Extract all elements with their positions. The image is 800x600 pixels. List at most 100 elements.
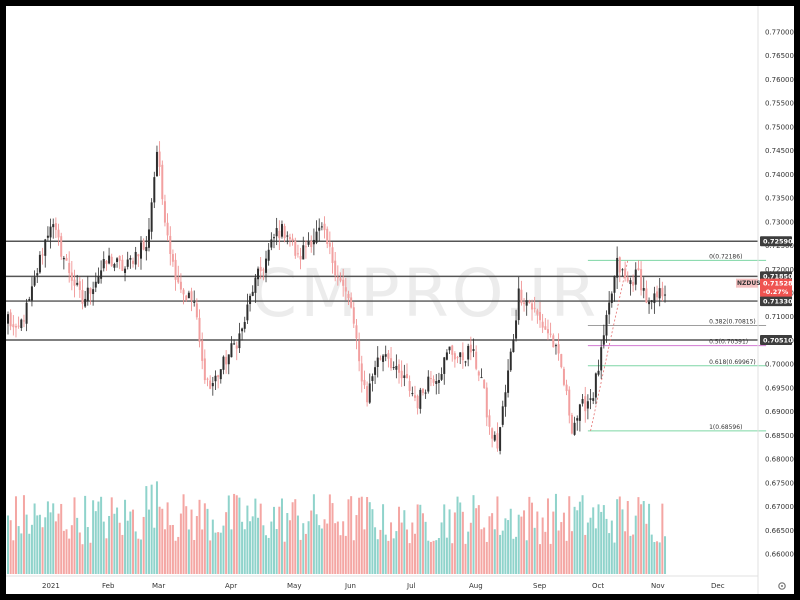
candle[interactable]	[320, 222, 323, 231]
candle[interactable]	[496, 422, 499, 452]
candle-body[interactable]	[568, 389, 571, 416]
candle-body[interactable]	[187, 292, 190, 299]
candle[interactable]	[254, 273, 257, 303]
candle[interactable]	[315, 220, 318, 245]
candle[interactable]	[177, 265, 180, 284]
candle-body[interactable]	[206, 378, 209, 380]
candle[interactable]	[57, 223, 60, 246]
candle[interactable]	[541, 313, 544, 333]
candle-body[interactable]	[453, 353, 456, 360]
candle[interactable]	[493, 431, 496, 442]
candle[interactable]	[76, 274, 79, 287]
candle[interactable]	[312, 228, 315, 256]
candle[interactable]	[92, 281, 95, 306]
candle[interactable]	[20, 318, 23, 331]
candle[interactable]	[233, 339, 236, 345]
candle-body[interactable]	[533, 307, 536, 309]
candle-body[interactable]	[642, 288, 645, 291]
candle[interactable]	[453, 351, 456, 368]
candle-body[interactable]	[581, 399, 584, 404]
candle-body[interactable]	[9, 312, 12, 327]
candle-body[interactable]	[278, 230, 281, 239]
candle-body[interactable]	[97, 276, 100, 284]
candle-body[interactable]	[65, 257, 68, 261]
candle[interactable]	[174, 253, 177, 291]
candle-body[interactable]	[589, 398, 592, 400]
candle-body[interactable]	[504, 392, 507, 407]
candle[interactable]	[637, 260, 640, 271]
candle[interactable]	[403, 364, 406, 387]
candle[interactable]	[299, 247, 302, 270]
candle-body[interactable]	[419, 389, 422, 409]
candle[interactable]	[81, 279, 84, 310]
candle[interactable]	[413, 385, 416, 402]
candle-body[interactable]	[132, 260, 135, 264]
candle[interactable]	[201, 332, 204, 370]
candle-body[interactable]	[520, 289, 523, 304]
candle[interactable]	[429, 371, 432, 387]
candle-body[interactable]	[608, 302, 611, 315]
candle-body[interactable]	[658, 288, 661, 299]
candle[interactable]	[488, 409, 491, 435]
candle-body[interactable]	[225, 356, 228, 365]
candle[interactable]	[33, 270, 36, 287]
candle[interactable]	[432, 375, 435, 387]
candle-body[interactable]	[230, 343, 233, 358]
candle-body[interactable]	[523, 302, 526, 304]
candle-body[interactable]	[485, 387, 488, 418]
candle-body[interactable]	[14, 326, 17, 328]
candle-body[interactable]	[105, 261, 108, 264]
candle[interactable]	[265, 250, 268, 283]
candle[interactable]	[645, 280, 648, 304]
candle-body[interactable]	[395, 365, 398, 370]
candle-body[interactable]	[44, 239, 47, 256]
candle-body[interactable]	[629, 280, 632, 285]
candle[interactable]	[501, 400, 504, 428]
candle-body[interactable]	[238, 333, 241, 349]
candle[interactable]	[392, 361, 395, 371]
candle-body[interactable]	[371, 376, 374, 382]
candle-body[interactable]	[339, 278, 342, 281]
candle-body[interactable]	[214, 375, 217, 382]
candle-body[interactable]	[7, 314, 9, 324]
candle[interactable]	[366, 381, 369, 407]
candle-body[interactable]	[531, 303, 534, 310]
candle-body[interactable]	[60, 236, 63, 257]
candle-body[interactable]	[326, 228, 329, 245]
candle-body[interactable]	[578, 404, 581, 421]
candle-body[interactable]	[158, 151, 161, 167]
candle-body[interactable]	[459, 352, 462, 358]
candle[interactable]	[222, 355, 225, 375]
candle-body[interactable]	[46, 235, 49, 238]
candle-body[interactable]	[363, 379, 366, 386]
candle[interactable]	[440, 367, 443, 382]
candle[interactable]	[78, 276, 81, 298]
candle-body[interactable]	[634, 269, 637, 285]
candle-body[interactable]	[632, 281, 635, 286]
candle[interactable]	[589, 389, 592, 410]
candle[interactable]	[406, 363, 408, 379]
candle-body[interactable]	[33, 277, 36, 286]
candle-body[interactable]	[440, 374, 443, 380]
candle-body[interactable]	[134, 251, 137, 265]
candle[interactable]	[546, 319, 549, 341]
candle-body[interactable]	[437, 379, 440, 383]
candle[interactable]	[179, 273, 182, 293]
candle-body[interactable]	[177, 277, 180, 283]
candle[interactable]	[166, 213, 169, 242]
candle[interactable]	[570, 412, 573, 435]
candle[interactable]	[360, 355, 363, 393]
candle[interactable]	[70, 260, 73, 291]
candle-body[interactable]	[613, 275, 616, 293]
candle[interactable]	[416, 394, 419, 415]
candle-body[interactable]	[193, 301, 196, 303]
candle-body[interactable]	[161, 164, 164, 200]
candle[interactable]	[400, 360, 403, 387]
candle[interactable]	[219, 369, 222, 384]
candle[interactable]	[374, 360, 377, 385]
candle-body[interactable]	[368, 383, 371, 403]
candle-body[interactable]	[592, 398, 595, 401]
candle[interactable]	[419, 387, 422, 414]
candle-body[interactable]	[640, 269, 643, 291]
candle-body[interactable]	[36, 273, 39, 276]
